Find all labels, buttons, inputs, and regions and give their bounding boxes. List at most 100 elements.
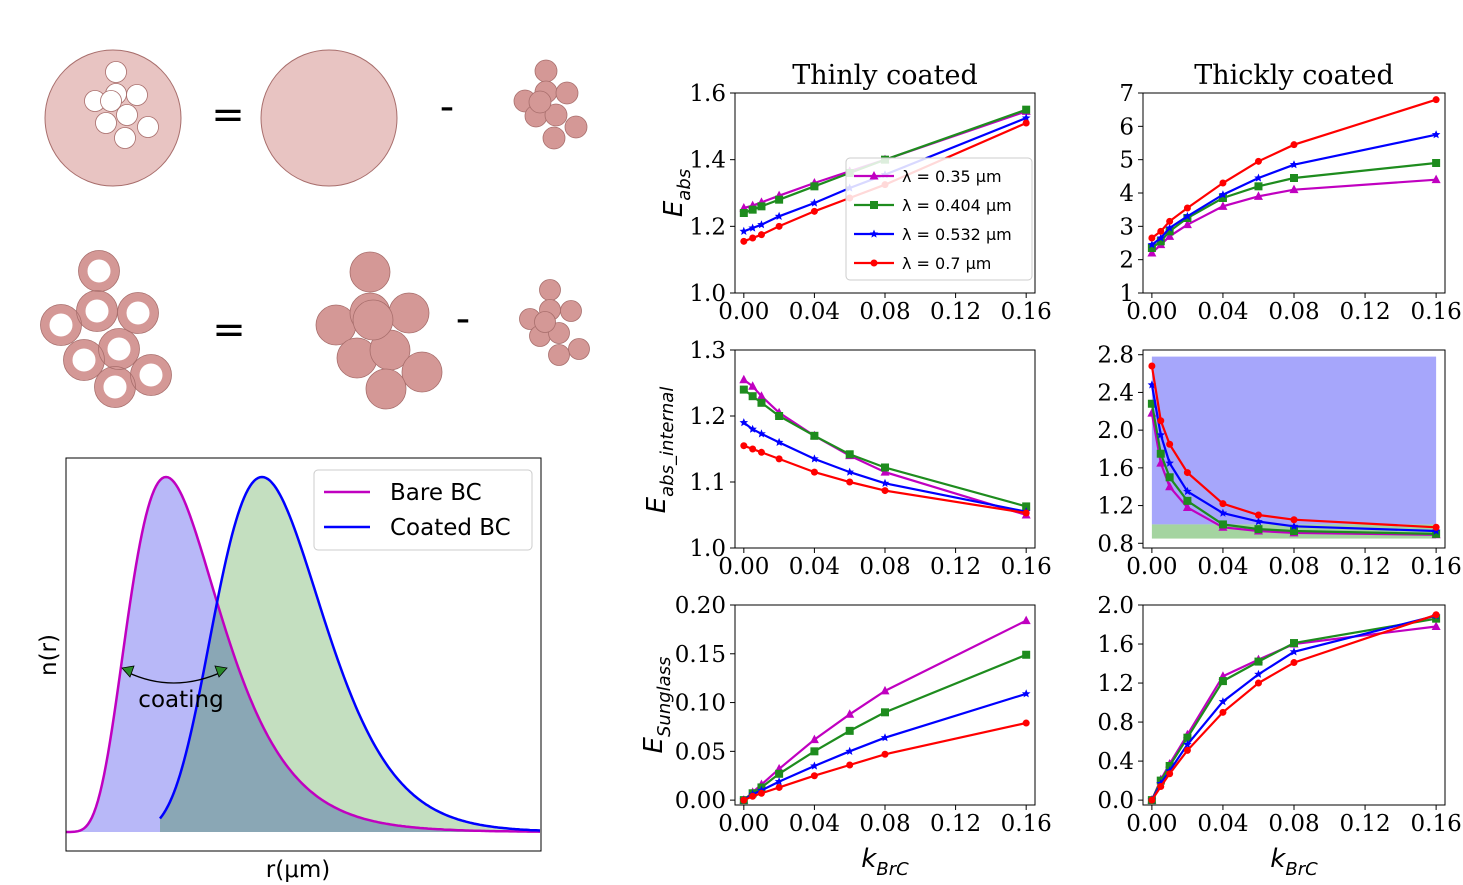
x-tick-label: 0.12 xyxy=(930,554,981,580)
marker-star xyxy=(748,223,757,232)
legend-label: λ = 0.7 μm xyxy=(902,254,991,273)
marker-star xyxy=(1431,130,1441,139)
equals-sign-1: = xyxy=(211,92,245,138)
marker-square xyxy=(1156,449,1165,458)
size-distribution-panel: Bare BC Coated BC coating r(μm) n(r) xyxy=(36,457,542,883)
x-tick-label: 0.08 xyxy=(1268,811,1319,837)
monomer-outline xyxy=(40,304,82,346)
coating-label: coating xyxy=(138,687,223,713)
x-tick-label: 0.12 xyxy=(1339,811,1390,837)
marker-square xyxy=(810,182,819,191)
marker-square xyxy=(1254,525,1263,534)
legend-bare-label: Bare BC xyxy=(390,480,482,506)
marker-square xyxy=(757,398,766,407)
x-tick-label: 0.04 xyxy=(789,811,840,837)
marker-dot xyxy=(1254,679,1262,687)
marker-star xyxy=(845,467,854,476)
marker-dot xyxy=(1022,119,1030,127)
core-particle xyxy=(539,279,561,301)
marker-square xyxy=(845,450,854,459)
label-main: k xyxy=(1270,844,1286,874)
marker-square xyxy=(810,747,819,756)
void-circle xyxy=(105,61,127,83)
marker-triangle xyxy=(1147,248,1157,257)
marker-square xyxy=(775,195,784,204)
x-tick-label: 0.08 xyxy=(859,811,910,837)
marker-dot xyxy=(1148,362,1156,370)
y-tick-label: 2.8 xyxy=(1097,343,1134,369)
marker-square xyxy=(1165,473,1174,482)
x-tick-label: 0.04 xyxy=(1197,554,1248,580)
y-tick-label: 0.20 xyxy=(675,593,726,619)
y-tick-label: 0.00 xyxy=(675,788,726,814)
void-circle xyxy=(114,127,136,149)
marker-triangle xyxy=(756,391,766,400)
core-particle xyxy=(352,299,394,341)
marker-square xyxy=(870,201,878,209)
distribution-ylabel: n(r) xyxy=(36,634,62,676)
series-line-3 xyxy=(1151,98,1437,239)
marker-star xyxy=(774,211,784,220)
marker-square xyxy=(1165,761,1174,770)
marker-dot xyxy=(810,772,818,780)
marker-dot xyxy=(1254,511,1262,519)
x-tick-label: 0.00 xyxy=(718,811,769,837)
void-circle xyxy=(126,84,148,106)
void-circle xyxy=(95,112,117,134)
core-particle xyxy=(560,300,582,322)
x-tick-label: 0.08 xyxy=(1268,299,1319,325)
y-tick-label: 5 xyxy=(1119,148,1134,174)
y-tick-label: 1.6 xyxy=(1097,632,1134,658)
y-tick-label: 6 xyxy=(1119,114,1134,140)
monomer-outline xyxy=(78,250,120,292)
marker-square xyxy=(1183,496,1192,505)
core-particle xyxy=(534,59,558,83)
marker-square xyxy=(1022,105,1031,114)
coated-monomer xyxy=(78,250,120,292)
y-tick-label: 1.2 xyxy=(689,214,726,240)
wavelength-legend: λ = 0.35 μm λ = 0.404 μm λ = 0.532 μm λ = 0… xyxy=(845,157,1033,281)
label-main: k xyxy=(861,844,877,874)
y-tick-label: 0.05 xyxy=(675,739,726,765)
marker-dot xyxy=(749,234,757,242)
schematic-thin-coating: = - xyxy=(44,49,588,187)
y-tick-label: 2 xyxy=(1119,248,1134,274)
marker-dot xyxy=(757,789,765,797)
x-tick-label: 0.00 xyxy=(718,554,769,580)
marker-star xyxy=(1021,113,1031,122)
core-particle xyxy=(365,368,407,410)
label-sub: abs xyxy=(674,169,695,201)
coated-monomer xyxy=(40,304,82,346)
y-tick-label: 0.8 xyxy=(1097,710,1134,736)
chart-esun_thick: 0.00 0.04 0.08 0.12 0.16 0.0 0.4 0.8 1.2 1.6 2.0 xyxy=(1097,593,1461,837)
y-tick-label: 2.4 xyxy=(1097,380,1134,406)
label-sub: Sunglass xyxy=(654,657,675,737)
y-tick-label: 1.3 xyxy=(689,338,726,364)
monomer-outline xyxy=(130,354,172,396)
marker-dot xyxy=(1022,509,1030,517)
marker-star xyxy=(1218,190,1228,199)
marker-square xyxy=(881,463,889,472)
ylabel-eint: Eabs_internal xyxy=(642,387,678,514)
marker-dot xyxy=(881,487,889,495)
marker-triangle xyxy=(1182,502,1192,511)
marker-star xyxy=(1156,430,1165,439)
marker-dot xyxy=(1022,719,1030,727)
marker-dot xyxy=(1219,179,1227,187)
marker-star xyxy=(1289,160,1299,169)
core-particle xyxy=(528,90,552,114)
legend-label: λ = 0.404 μm xyxy=(902,196,1012,215)
bare-bc-curve xyxy=(66,475,541,834)
void-circle xyxy=(100,90,122,112)
marker-triangle xyxy=(1156,458,1166,467)
distribution-xlabel: r(μm) xyxy=(266,857,330,883)
marker-square xyxy=(1156,237,1165,246)
monomer-outline xyxy=(94,366,136,408)
coated-monomers xyxy=(40,250,172,408)
marker-dot xyxy=(1290,516,1298,524)
xlabel-thick: kBrC xyxy=(1270,844,1318,880)
marker-triangle xyxy=(1253,191,1263,200)
y-tick-label: 1 xyxy=(1119,281,1134,307)
core-particle xyxy=(534,311,556,333)
marker-star xyxy=(748,424,757,433)
